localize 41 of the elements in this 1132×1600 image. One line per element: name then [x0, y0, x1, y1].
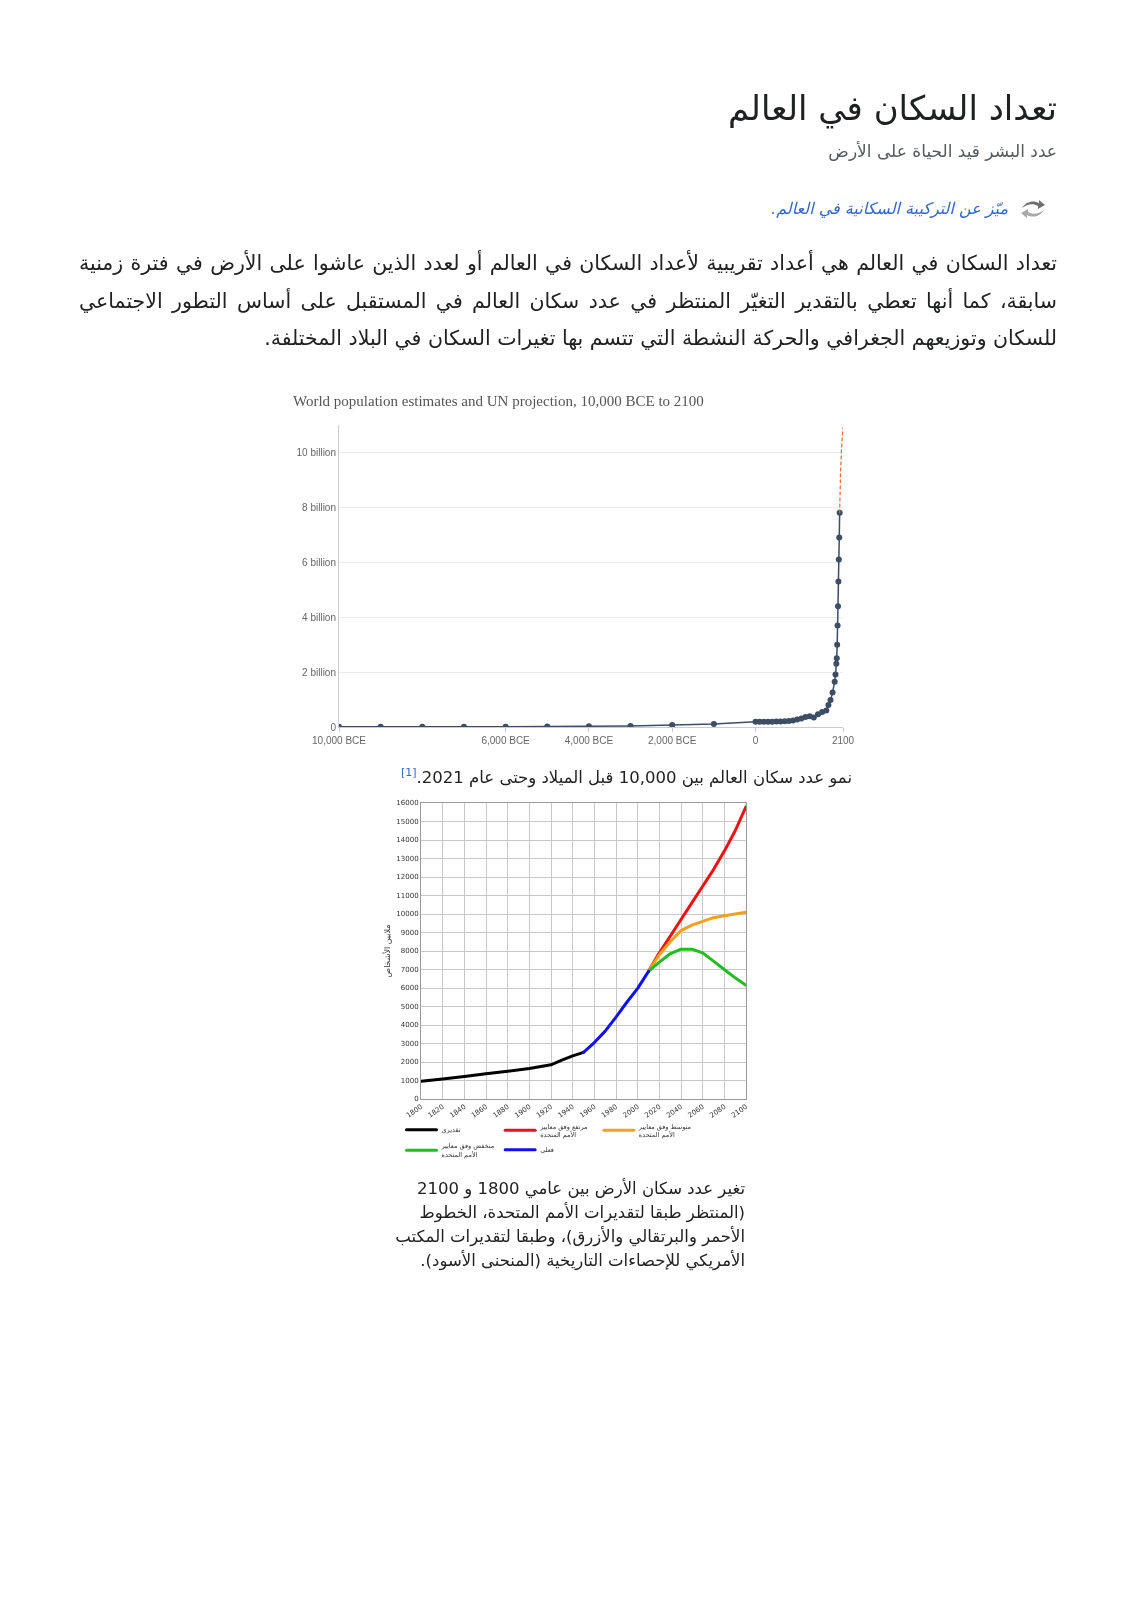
x-tick-label: 2,000 BCE [648, 735, 697, 746]
point [833, 660, 840, 667]
point [835, 556, 842, 563]
point [836, 534, 843, 541]
y-tick-label: 2 billion [302, 666, 336, 678]
point [832, 671, 839, 678]
point [833, 655, 840, 662]
y-tick-label: 0 [330, 721, 337, 733]
text: ميّز عن التركيبة السكانية في العالم. [771, 198, 1008, 220]
x-tick-label: 6,000 BCE [481, 735, 531, 746]
line-series [582, 969, 650, 1054]
point [829, 689, 836, 696]
text: عدد البشر قيد الحياة على الأرض [828, 140, 1057, 163]
point [831, 678, 838, 685]
point [810, 714, 817, 721]
point [825, 702, 832, 709]
chart-title: World population estimates and UN projection, 10,000 BCE to 2100 [293, 393, 704, 410]
point [835, 603, 841, 610]
point [669, 722, 676, 727]
point [710, 720, 717, 727]
y-axis-title: ملايين الأشخاص [382, 924, 393, 978]
line-series [647, 947, 746, 987]
point [827, 697, 834, 704]
text: تغير عدد سكان الأرض بين عامي 1800 و 2100 (المنتظر طبقا لتقديرات الأمم المتحدة، الخطوط الأحمر والبرتقالي والأزرق)، وطبقا لتقديرات المكتب الأمريكي للإحصاءات التاريخية (المنحنى الأسود). [394, 1177, 746, 1273]
y-tick-label: 6 billion [302, 556, 336, 568]
text: تعداد السكان في العالم [727, 87, 1057, 131]
x-tick-label: 10,000 BCE [312, 735, 367, 746]
y-tick-label: 4 billion [302, 611, 336, 623]
point [815, 711, 822, 718]
y-tick-label: 8 billion [302, 501, 336, 513]
text: تعداد السكان في العالم هي أعداد تقريبية لأعداد السكان في العالم أو لعدد الذين عاشوا على الأرض في فترة زمنية سابقة، كما أنها تعطي بالتقدير التغيّر المنتظر في عدد سكان العالم في المستقبل على أساس التطور الاجتماعي للسكان وتوزيعهم الجغرافي والحركة النشطة التي تتسم بها تغيرات السكان في البلاد المختلفة. [79, 249, 1057, 352]
point [834, 641, 841, 648]
x-tick-label: 0 [752, 735, 759, 746]
point [834, 622, 841, 629]
point [835, 578, 842, 585]
x-tick-label: 4,000 BCE [564, 735, 614, 746]
x-tick-label: 2100 [831, 735, 855, 746]
y-tick-label: 10 billion [296, 446, 336, 458]
line-series [421, 1050, 585, 1083]
point [627, 722, 634, 727]
point [823, 707, 830, 714]
